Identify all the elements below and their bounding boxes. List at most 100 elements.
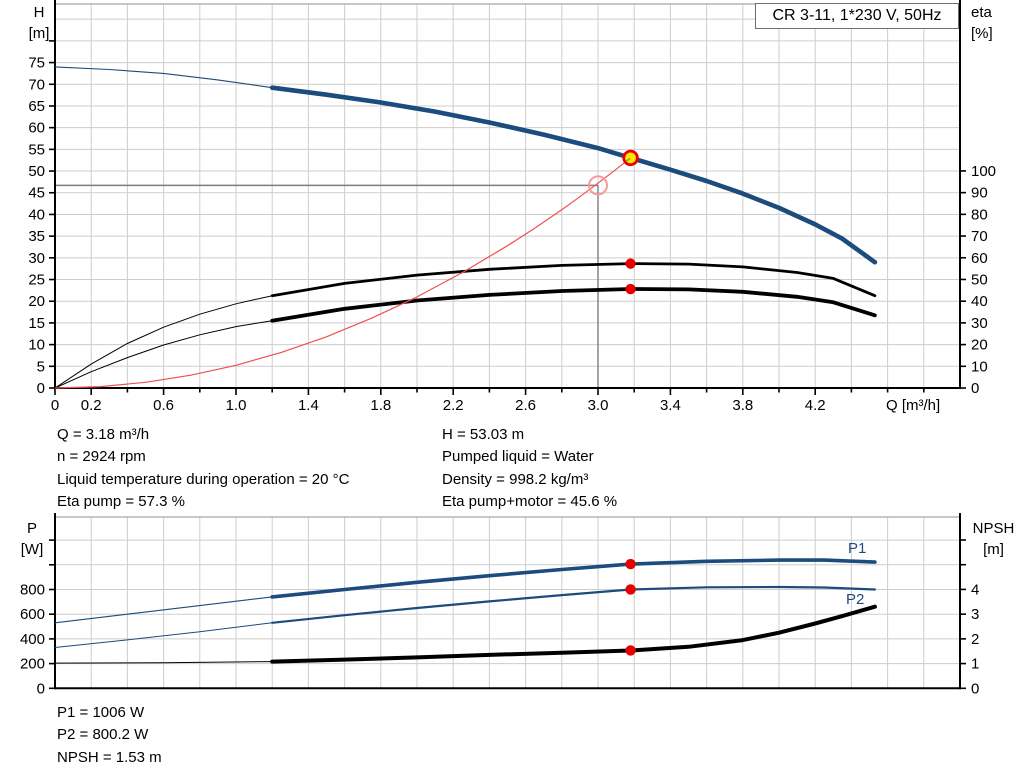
- info-eta-pump: Eta pump = 57.3 %: [57, 492, 185, 510]
- curve-eta-pump-motor: [270, 287, 877, 323]
- info-liquid: Pumped liquid = Water: [442, 448, 594, 466]
- svg-text:50: 50: [28, 163, 45, 180]
- pump-model-title: CR 3-11, 1*230 V, 50Hz: [755, 3, 959, 29]
- curve-eta-pump-thin: [54, 295, 273, 389]
- svg-text:25: 25: [28, 272, 45, 289]
- svg-text:35: 35: [28, 228, 45, 245]
- q-axis-title: Q [m³/h]: [886, 397, 941, 414]
- svg-text:75: 75: [28, 55, 45, 72]
- p-axis-title-symbol: P: [26, 520, 37, 537]
- info-panel-left: Q = 3.18 m³/h n = 2924 rpm Liquid temper…: [57, 424, 349, 513]
- svg-text:400: 400: [20, 631, 45, 648]
- p1-series-label: P1: [848, 540, 867, 557]
- h-axis-title-symbol: H: [33, 4, 45, 21]
- svg-text:55: 55: [28, 141, 45, 158]
- info-density: Density = 998.2 kg/m³: [442, 470, 589, 488]
- svg-text:0: 0: [971, 680, 979, 697]
- svg-text:10: 10: [971, 358, 988, 375]
- svg-text:0: 0: [51, 397, 59, 414]
- svg-text:60: 60: [28, 120, 45, 137]
- curve-P2-thin: [54, 622, 273, 648]
- svg-text:2: 2: [971, 631, 979, 648]
- svg-text:65: 65: [28, 98, 45, 115]
- curve-pump-curve-H-thin: [54, 66, 273, 89]
- svg-text:70: 70: [28, 76, 45, 93]
- svg-text:4: 4: [971, 581, 979, 598]
- info-speed: n = 2924 rpm: [57, 448, 146, 466]
- bottom-chart: 0 200 400 600 800 0 1 2 3 4: [20, 513, 979, 697]
- p-axis-title: P [W]: [17, 518, 47, 560]
- result-dot: [625, 283, 636, 295]
- p-axis-title-unit: [W]: [20, 541, 44, 558]
- svg-text:20: 20: [971, 337, 988, 354]
- duty-point-circle: [588, 175, 608, 196]
- curve-NPSH: [270, 604, 877, 664]
- curve-P2: [271, 585, 876, 624]
- operating-point[interactable]: [622, 149, 639, 167]
- svg-text:10: 10: [28, 337, 45, 354]
- top-chart: 0 5 10 15 20 25 30 35 40 45 50 55 60 65 70 75 0 10 20 30 40 5…: [28, 0, 996, 414]
- npsh-axis-title: NPSH [m]: [963, 518, 1024, 560]
- p2-series-label: P2: [846, 591, 865, 608]
- operating-point-inner-tick: [625, 157, 631, 163]
- svg-text:3.4: 3.4: [660, 397, 681, 414]
- eta-axis-title-unit: [%]: [971, 25, 993, 42]
- svg-text:5: 5: [37, 358, 45, 375]
- svg-text:0: 0: [37, 380, 45, 397]
- h-axis-title: H [m]: [24, 2, 54, 44]
- npsh-axis-title-unit: [m]: [983, 541, 1004, 558]
- svg-text:1.0: 1.0: [226, 397, 247, 414]
- svg-text:70: 70: [971, 228, 988, 245]
- svg-text:0.2: 0.2: [81, 397, 102, 414]
- results-panel: P1 = 1006 W P2 = 800.2 W NPSH = 1.53 m: [57, 702, 162, 769]
- svg-text:60: 60: [971, 250, 988, 267]
- info-panel-right: H = 53.03 m Pumped liquid = Water Densit…: [442, 424, 617, 513]
- info-head: H = 53.03 m: [442, 426, 525, 443]
- svg-text:15: 15: [28, 315, 45, 332]
- svg-text:600: 600: [20, 606, 45, 623]
- curve-system-curve: [54, 157, 631, 389]
- svg-text:90: 90: [971, 185, 988, 202]
- svg-text:0: 0: [37, 680, 45, 697]
- svg-text:1: 1: [971, 656, 979, 673]
- eta-axis-title-symbol: eta: [971, 4, 992, 21]
- svg-text:80: 80: [971, 206, 988, 223]
- result-p1: P1 = 1006 W: [57, 704, 145, 721]
- info-temperature: Liquid temperature during operation = 20…: [57, 470, 350, 488]
- curve-NPSH-thin: [54, 661, 273, 664]
- curve-P1-thin: [54, 596, 273, 624]
- svg-text:45: 45: [28, 185, 45, 202]
- svg-text:3: 3: [971, 606, 979, 623]
- result-npsh: NPSH = 1.53 m: [57, 748, 162, 766]
- svg-text:100: 100: [971, 163, 996, 180]
- svg-text:200: 200: [20, 656, 45, 673]
- svg-text:3.0: 3.0: [588, 397, 609, 414]
- svg-text:50: 50: [971, 271, 988, 288]
- result-dot: [625, 258, 636, 269]
- svg-text:800: 800: [20, 581, 45, 598]
- svg-text:2.6: 2.6: [515, 397, 536, 414]
- info-eta-pump-motor: Eta pump+motor = 45.6 %: [442, 492, 618, 510]
- result-dot: [625, 584, 636, 595]
- result-p2: P2 = 800.2 W: [57, 726, 149, 744]
- svg-text:0.6: 0.6: [153, 397, 174, 414]
- npsh-axis-title-symbol: NPSH: [972, 520, 1015, 537]
- svg-text:1.4: 1.4: [298, 397, 319, 414]
- svg-text:30: 30: [971, 315, 988, 332]
- svg-text:30: 30: [28, 250, 45, 267]
- result-dot: [625, 558, 636, 570]
- info-flow: Q = 3.18 m³/h: [57, 426, 150, 443]
- svg-text:0: 0: [971, 380, 979, 397]
- curve-P1: [270, 558, 877, 599]
- svg-text:40: 40: [971, 293, 988, 310]
- svg-text:3.8: 3.8: [732, 397, 753, 414]
- eta-axis-title: eta [%]: [971, 2, 1011, 44]
- svg-text:20: 20: [28, 293, 45, 310]
- curve-eta-pump-motor-thin: [54, 320, 273, 389]
- svg-text:4.2: 4.2: [805, 397, 826, 414]
- h-axis-title-unit: [m]: [28, 25, 50, 42]
- result-dot: [625, 645, 636, 656]
- svg-text:40: 40: [28, 206, 45, 223]
